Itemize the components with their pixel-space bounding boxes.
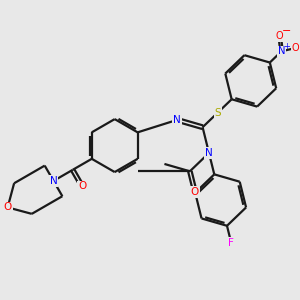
Text: O: O (191, 187, 199, 197)
Text: O: O (78, 182, 86, 191)
Text: O: O (276, 31, 284, 41)
Text: N: N (173, 115, 181, 125)
Text: N: N (205, 148, 213, 158)
Text: N: N (278, 46, 285, 56)
Text: N: N (50, 176, 57, 186)
Text: O: O (292, 43, 299, 53)
Text: −: − (281, 26, 291, 37)
Text: O: O (4, 202, 12, 212)
Text: F: F (228, 238, 234, 248)
Text: S: S (214, 107, 221, 118)
Text: +: + (283, 42, 290, 51)
